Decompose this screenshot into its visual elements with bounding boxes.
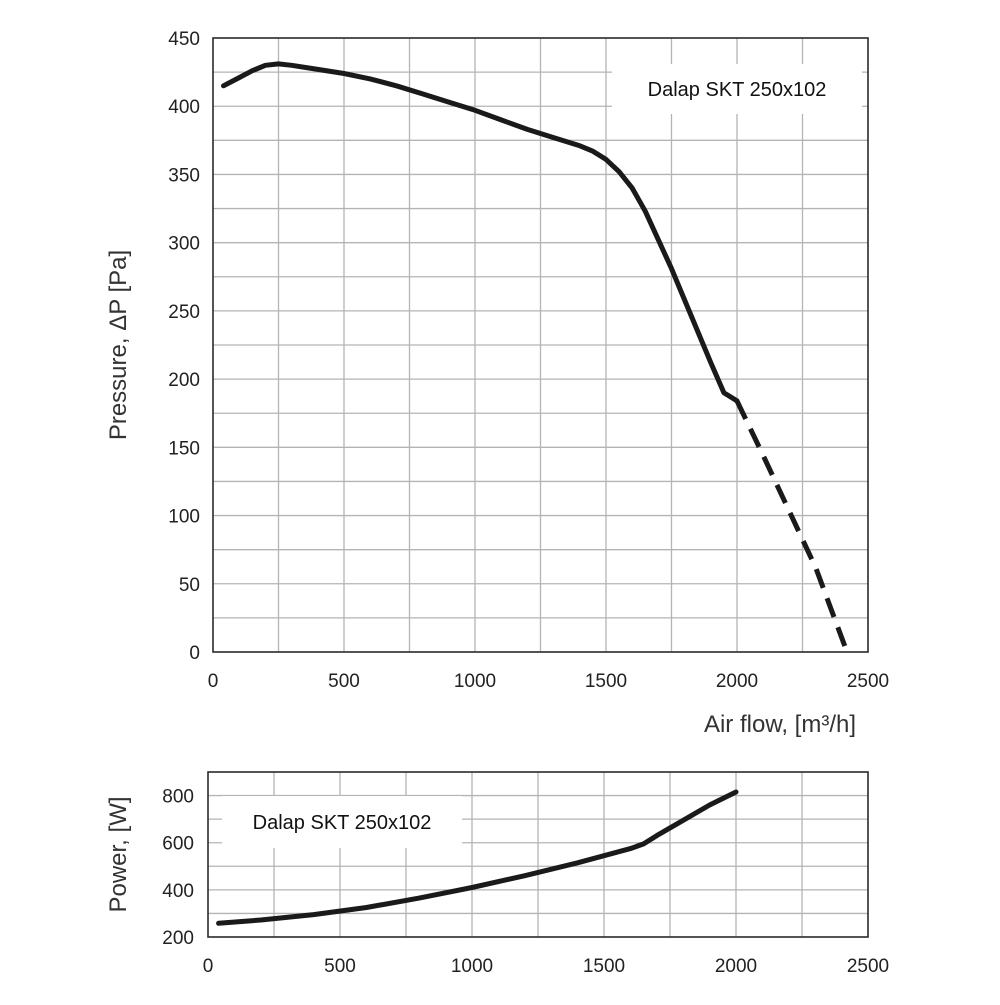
pressure-legend-label: Dalap SKT 250x102 — [648, 79, 827, 101]
pressure-x-tick-label: 1000 — [454, 671, 496, 692]
pressure-x-tick-label: 500 — [328, 671, 360, 692]
pressure-y-tick-label: 0 — [189, 643, 200, 664]
power-legend-label: Dalap SKT 250x102 — [253, 812, 432, 834]
pressure-y-tick-label: 150 — [168, 438, 200, 459]
pressure-x-tick-label: 2000 — [716, 671, 758, 692]
pressure-y-tick-label: 50 — [179, 575, 200, 596]
pressure-x-axis-title: Air flow, [m³/h] — [704, 711, 856, 738]
power-x-tick-label: 1500 — [583, 956, 625, 977]
power-y-tick-label: 200 — [162, 928, 194, 949]
power-x-tick-label: 0 — [203, 956, 214, 977]
pressure-y-tick-label: 100 — [168, 507, 200, 528]
pressure-x-tick-label: 1500 — [585, 671, 627, 692]
pressure-series-line-solid — [221, 61, 740, 404]
pressure-y-axis-title: Pressure, ΔP [Pa] — [105, 250, 132, 440]
power-x-tick-label: 2500 — [847, 956, 889, 977]
pressure-x-tick-label: 2500 — [847, 671, 889, 692]
pressure-y-tick-label: 300 — [168, 234, 200, 255]
power-x-tick-label: 2000 — [715, 956, 757, 977]
pressure-y-tick-label: 200 — [168, 370, 200, 391]
power-y-tick-label: 800 — [162, 787, 194, 808]
pressure-chart: Dalap SKT 250x102 0 500 1000 1500 2000 2500 0 50… — [105, 29, 889, 738]
pressure-grid — [213, 38, 868, 652]
pressure-series-line-dashed — [734, 399, 850, 653]
power-y-tick-label: 400 — [162, 881, 194, 902]
power-series-line-solid — [216, 789, 739, 926]
pressure-y-tick-label: 250 — [168, 302, 200, 323]
power-x-tick-label: 1000 — [451, 956, 493, 977]
power-y-axis-title: Power, [W] — [105, 796, 132, 912]
pressure-y-tick-label: 350 — [168, 165, 200, 186]
power-y-tick-label: 600 — [162, 834, 194, 855]
pressure-y-tick-label: 400 — [168, 97, 200, 118]
pressure-y-tick-label: 450 — [168, 29, 200, 50]
power-x-tick-label: 500 — [324, 956, 356, 977]
power-chart: Dalap SKT 250x102 0 500 1000 1500 2000 2500 200… — [105, 771, 889, 977]
pressure-x-tick-label: 0 — [208, 671, 219, 692]
pressure-legend-box — [612, 64, 862, 114]
power-plot-frame — [207, 771, 869, 938]
power-legend-box — [222, 796, 462, 848]
pressure-plot-frame — [212, 37, 869, 653]
